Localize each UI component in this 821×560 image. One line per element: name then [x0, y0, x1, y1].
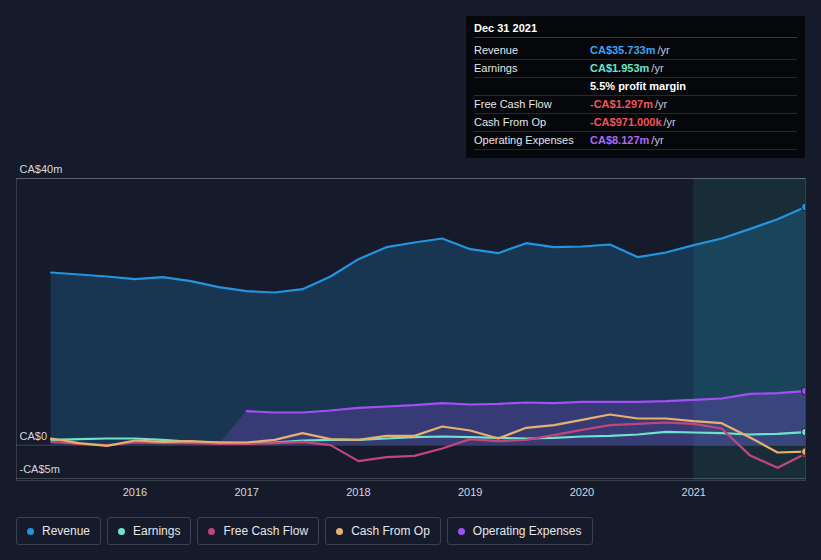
html-text:-CA$971.000k /yr: -CA$971.000k /yr: [590, 116, 676, 128]
html-text:Free Cash Flow: Free Cash Flow: [223, 524, 309, 538]
html-text:CA$1.953m /yr: CA$1.953m /yr: [590, 62, 664, 74]
html-text:Earnings: Earnings: [133, 524, 181, 538]
html-text:Revenue: Revenue: [42, 524, 90, 538]
html-text:CA$8.127m /yr: CA$8.127m /yr: [590, 134, 664, 146]
html-text:Free Cash Flow: Free Cash Flow: [474, 98, 552, 110]
html-text:CA$35.733m /yr: CA$35.733m /yr: [590, 44, 670, 56]
html-text:Dec 31 2021: Dec 31 2021: [474, 22, 537, 34]
svg-text:2020: 2020: [570, 486, 594, 498]
svg-text:CA$40m: CA$40m: [20, 163, 63, 175]
html-text:Revenue: Revenue: [474, 44, 518, 56]
html-text:Earnings: Earnings: [474, 62, 518, 74]
html-text:Cash From Op: Cash From Op: [351, 524, 430, 538]
html-text:-CA$1.297m /yr: -CA$1.297m /yr: [590, 98, 668, 110]
svg-text:CA$0: CA$0: [20, 430, 48, 442]
svg-text:2017: 2017: [234, 486, 258, 498]
html-text:Cash From Op: Cash From Op: [474, 116, 547, 128]
svg-text:2021: 2021: [682, 486, 706, 498]
svg-text:-CA$5m: -CA$5m: [20, 463, 60, 475]
svg-text:2016: 2016: [123, 486, 147, 498]
svg-text:2018: 2018: [346, 486, 370, 498]
html-text:Operating Expenses: Operating Expenses: [472, 524, 582, 538]
svg-text:2019: 2019: [458, 486, 482, 498]
html-text:5.5% profit margin: 5.5% profit margin: [590, 80, 686, 92]
html-text:Operating Expenses: Operating Expenses: [474, 134, 574, 146]
